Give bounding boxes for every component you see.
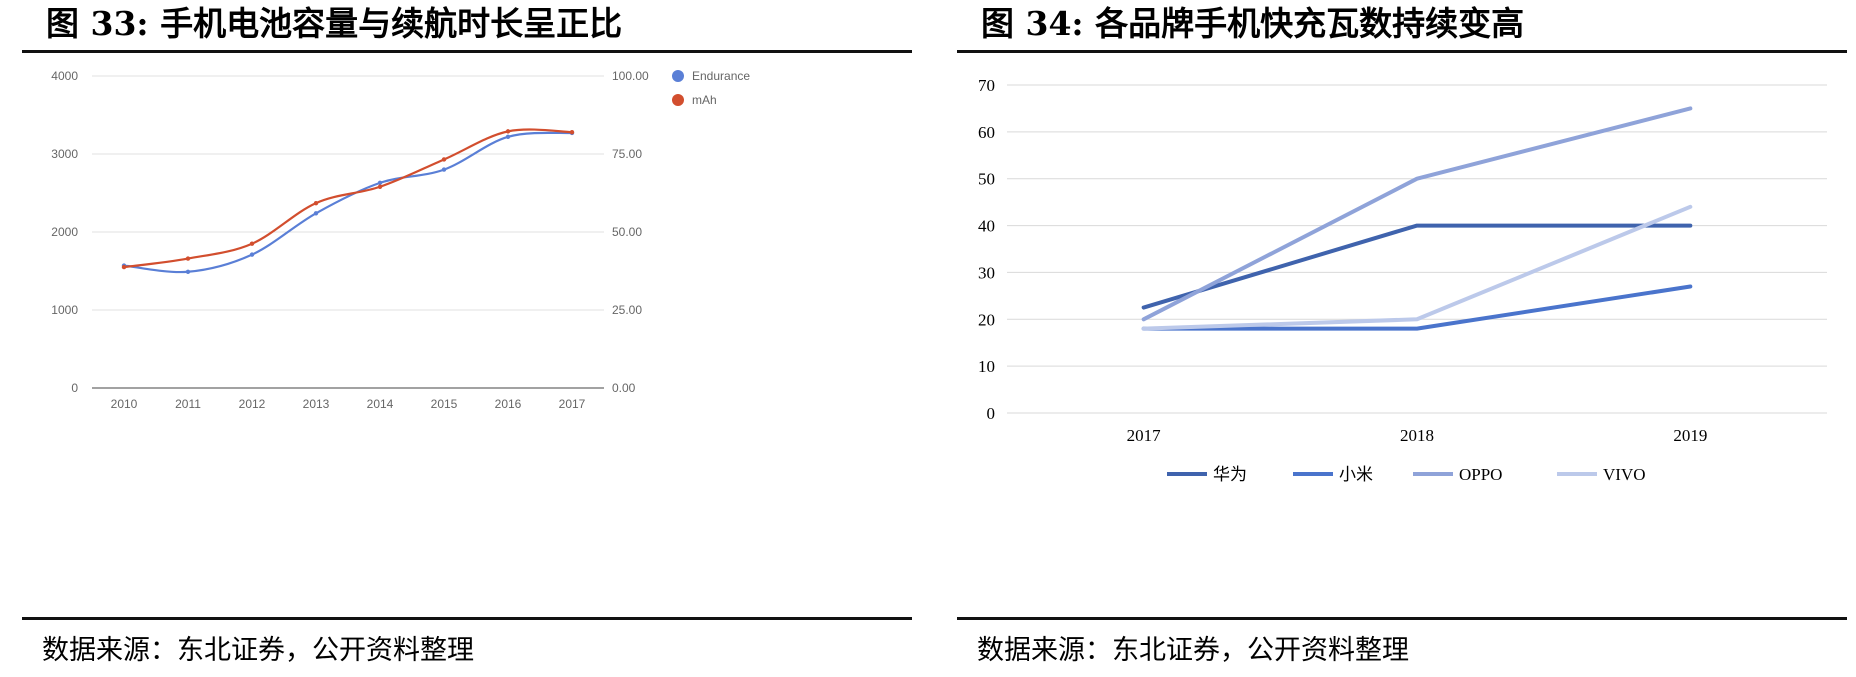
y-left-tick-label: 0 <box>71 381 78 395</box>
series-line <box>1141 284 1693 331</box>
right-title-rule <box>957 50 1847 53</box>
y-left-tick-label: 3000 <box>51 147 78 161</box>
legend-label: OPPO <box>1459 465 1502 484</box>
x-tick-label: 2017 <box>1127 426 1162 445</box>
legend-label: VIVO <box>1603 465 1646 484</box>
right-figure-title: 图 34: 各品牌手机快充瓦数持续变高 <box>981 4 1525 43</box>
fast-charging-watt-chart: 0 10 20 30 40 50 60 70 2017 2018 2019 华为 小米 OPPO VIVO <box>978 76 1827 484</box>
legend-label: 华为 <box>1213 465 1247 484</box>
data-point <box>441 167 447 172</box>
x-tick-label: 2019 <box>1673 426 1707 445</box>
y-right-tick-label: 0.00 <box>612 381 636 395</box>
left-figure-panel: 图 33: 手机电池容量与续航时长呈正比 0 1000 2000 3000 4000 0.… <box>22 0 912 666</box>
data-point <box>505 129 511 134</box>
y-right-tick-label: 25.00 <box>612 303 642 317</box>
data-point <box>441 157 447 162</box>
left-title-rule <box>22 50 912 53</box>
data-point <box>185 256 191 261</box>
data-point <box>505 134 511 140</box>
x-tick-label: 2016 <box>495 397 522 411</box>
y-tick-label: 0 <box>987 404 996 423</box>
x-tick-label: 2010 <box>111 397 138 411</box>
left-source-rule <box>22 617 912 620</box>
data-point <box>313 211 319 216</box>
data-point <box>185 269 191 274</box>
y-tick-label: 70 <box>978 76 995 95</box>
series-line-endurance <box>123 131 573 274</box>
x-tick-label: 2012 <box>239 397 266 411</box>
right-source-rule <box>957 617 1847 620</box>
data-point <box>313 200 319 206</box>
y-tick-label: 40 <box>978 217 995 236</box>
x-tick-label: 2014 <box>367 397 394 411</box>
data-point <box>249 241 255 246</box>
battery-endurance-chart: 0 1000 2000 3000 4000 0.00 25.00 50.00 75.00 100.… <box>51 69 750 411</box>
y-right-tick-label: 50.00 <box>612 225 642 239</box>
y-left-tick-label: 1000 <box>51 303 78 317</box>
left-source-note: 数据来源：东北证券，公开资料整理 <box>42 635 474 666</box>
legend-marker <box>672 70 684 82</box>
y-tick-label: 60 <box>978 123 995 142</box>
legend-label: mAh <box>692 93 717 107</box>
data-point <box>377 184 383 189</box>
legend-label: Endurance <box>692 69 750 83</box>
left-figure-title: 图 33: 手机电池容量与续航时长呈正比 <box>46 4 623 43</box>
legend-marker <box>672 94 684 106</box>
data-point <box>249 252 255 257</box>
x-tick-label: 2018 <box>1400 426 1434 445</box>
legend-label: 小米 <box>1339 465 1373 484</box>
series-line-mah <box>123 128 573 269</box>
right-source-note: 数据来源：东北证券，公开资料整理 <box>977 635 1409 666</box>
x-tick-label: 2017 <box>559 397 586 411</box>
right-figure-panel: 图 34: 各品牌手机快充瓦数持续变高 0 10 20 30 40 50 60 70 2017 2… <box>957 0 1847 666</box>
series-line <box>1141 106 1693 322</box>
data-point <box>377 180 383 186</box>
y-left-tick-label: 4000 <box>51 69 78 83</box>
x-tick-label: 2011 <box>175 397 201 411</box>
y-tick-label: 20 <box>978 310 995 329</box>
series-line <box>1141 204 1693 331</box>
data-point <box>121 264 127 270</box>
y-tick-label: 10 <box>978 357 995 376</box>
y-right-tick-label: 100.00 <box>612 69 649 83</box>
y-tick-label: 50 <box>978 170 995 189</box>
x-tick-label: 2015 <box>431 397 458 411</box>
data-point <box>569 129 575 135</box>
series-line <box>1141 223 1693 310</box>
x-tick-label: 2013 <box>303 397 330 411</box>
y-right-tick-label: 75.00 <box>612 147 642 161</box>
y-left-tick-label: 2000 <box>51 225 78 239</box>
y-tick-label: 30 <box>978 263 995 282</box>
